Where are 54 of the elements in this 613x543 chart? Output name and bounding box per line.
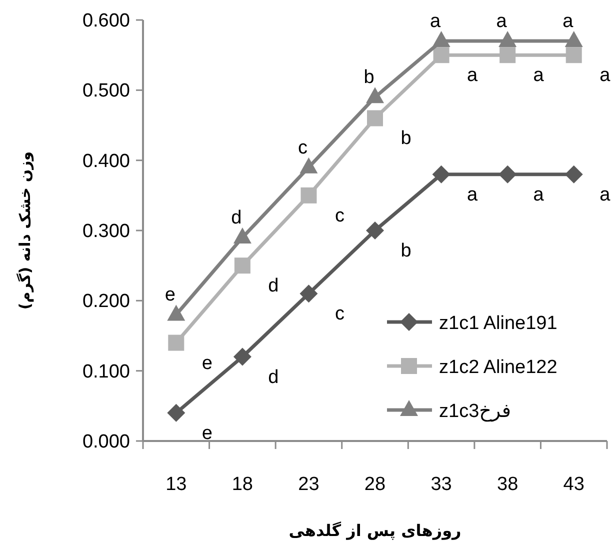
- annotation: a: [496, 11, 508, 32]
- x-tick-label: 13: [166, 474, 187, 495]
- point: [366, 222, 384, 240]
- point: [233, 348, 252, 366]
- annotation: b: [400, 128, 412, 150]
- point: [234, 258, 250, 274]
- annotation: e: [202, 422, 212, 444]
- point: [367, 110, 383, 126]
- point: [168, 334, 184, 351]
- annotation: a: [562, 11, 574, 32]
- point: [566, 47, 582, 64]
- x-tick-label: 33: [430, 474, 452, 495]
- annotation: a: [600, 65, 611, 86]
- y-tick-label: 0.400: [82, 150, 130, 172]
- y-tick-label: 0.100: [82, 361, 130, 382]
- annotation: e: [202, 352, 212, 374]
- point: [300, 187, 317, 204]
- annotation: a: [533, 65, 544, 86]
- x-tick-label: 28: [364, 474, 386, 495]
- annotation: d: [268, 276, 279, 297]
- annotation: b: [400, 240, 412, 262]
- point: [433, 47, 450, 64]
- y-tick-label: 0.500: [82, 80, 130, 102]
- annotation: a: [533, 184, 544, 206]
- annotation: a: [466, 184, 478, 206]
- legend-label: z1c1 Aline191: [439, 313, 558, 334]
- x-axis-title: روزهای پس از گلدهی: [288, 521, 462, 540]
- y-tick-label: 0.200: [82, 291, 130, 312]
- annotation: d: [231, 208, 242, 229]
- point: [564, 165, 583, 184]
- point: [498, 165, 517, 184]
- y-tick-label: 0.300: [82, 221, 130, 242]
- annotation: b: [364, 67, 374, 88]
- annotation: c: [298, 137, 308, 158]
- annotation: a: [430, 11, 441, 32]
- x-tick-label: 43: [563, 474, 584, 495]
- annotation: e: [164, 284, 176, 306]
- point: [300, 284, 318, 303]
- annotation: d: [268, 366, 279, 388]
- point: [432, 165, 450, 184]
- legend-label: z1c3فرخ: [439, 401, 511, 422]
- annotation: c: [334, 304, 344, 325]
- annotation: c: [334, 205, 344, 226]
- annotation: a: [600, 184, 611, 206]
- annotation: a: [466, 65, 478, 86]
- point: [500, 47, 516, 64]
- legend-label: z1c2 Aline122: [439, 357, 558, 378]
- x-tick-label: 23: [298, 474, 320, 495]
- y-axis-title: وزن خشک دانه (گرم): [16, 151, 34, 310]
- y-tick-label: 0.600: [82, 10, 130, 32]
- x-tick-label: 38: [497, 474, 518, 495]
- x-tick-label: 18: [232, 474, 253, 495]
- y-tick-label: 0.000: [82, 432, 130, 452]
- point: [167, 404, 186, 422]
